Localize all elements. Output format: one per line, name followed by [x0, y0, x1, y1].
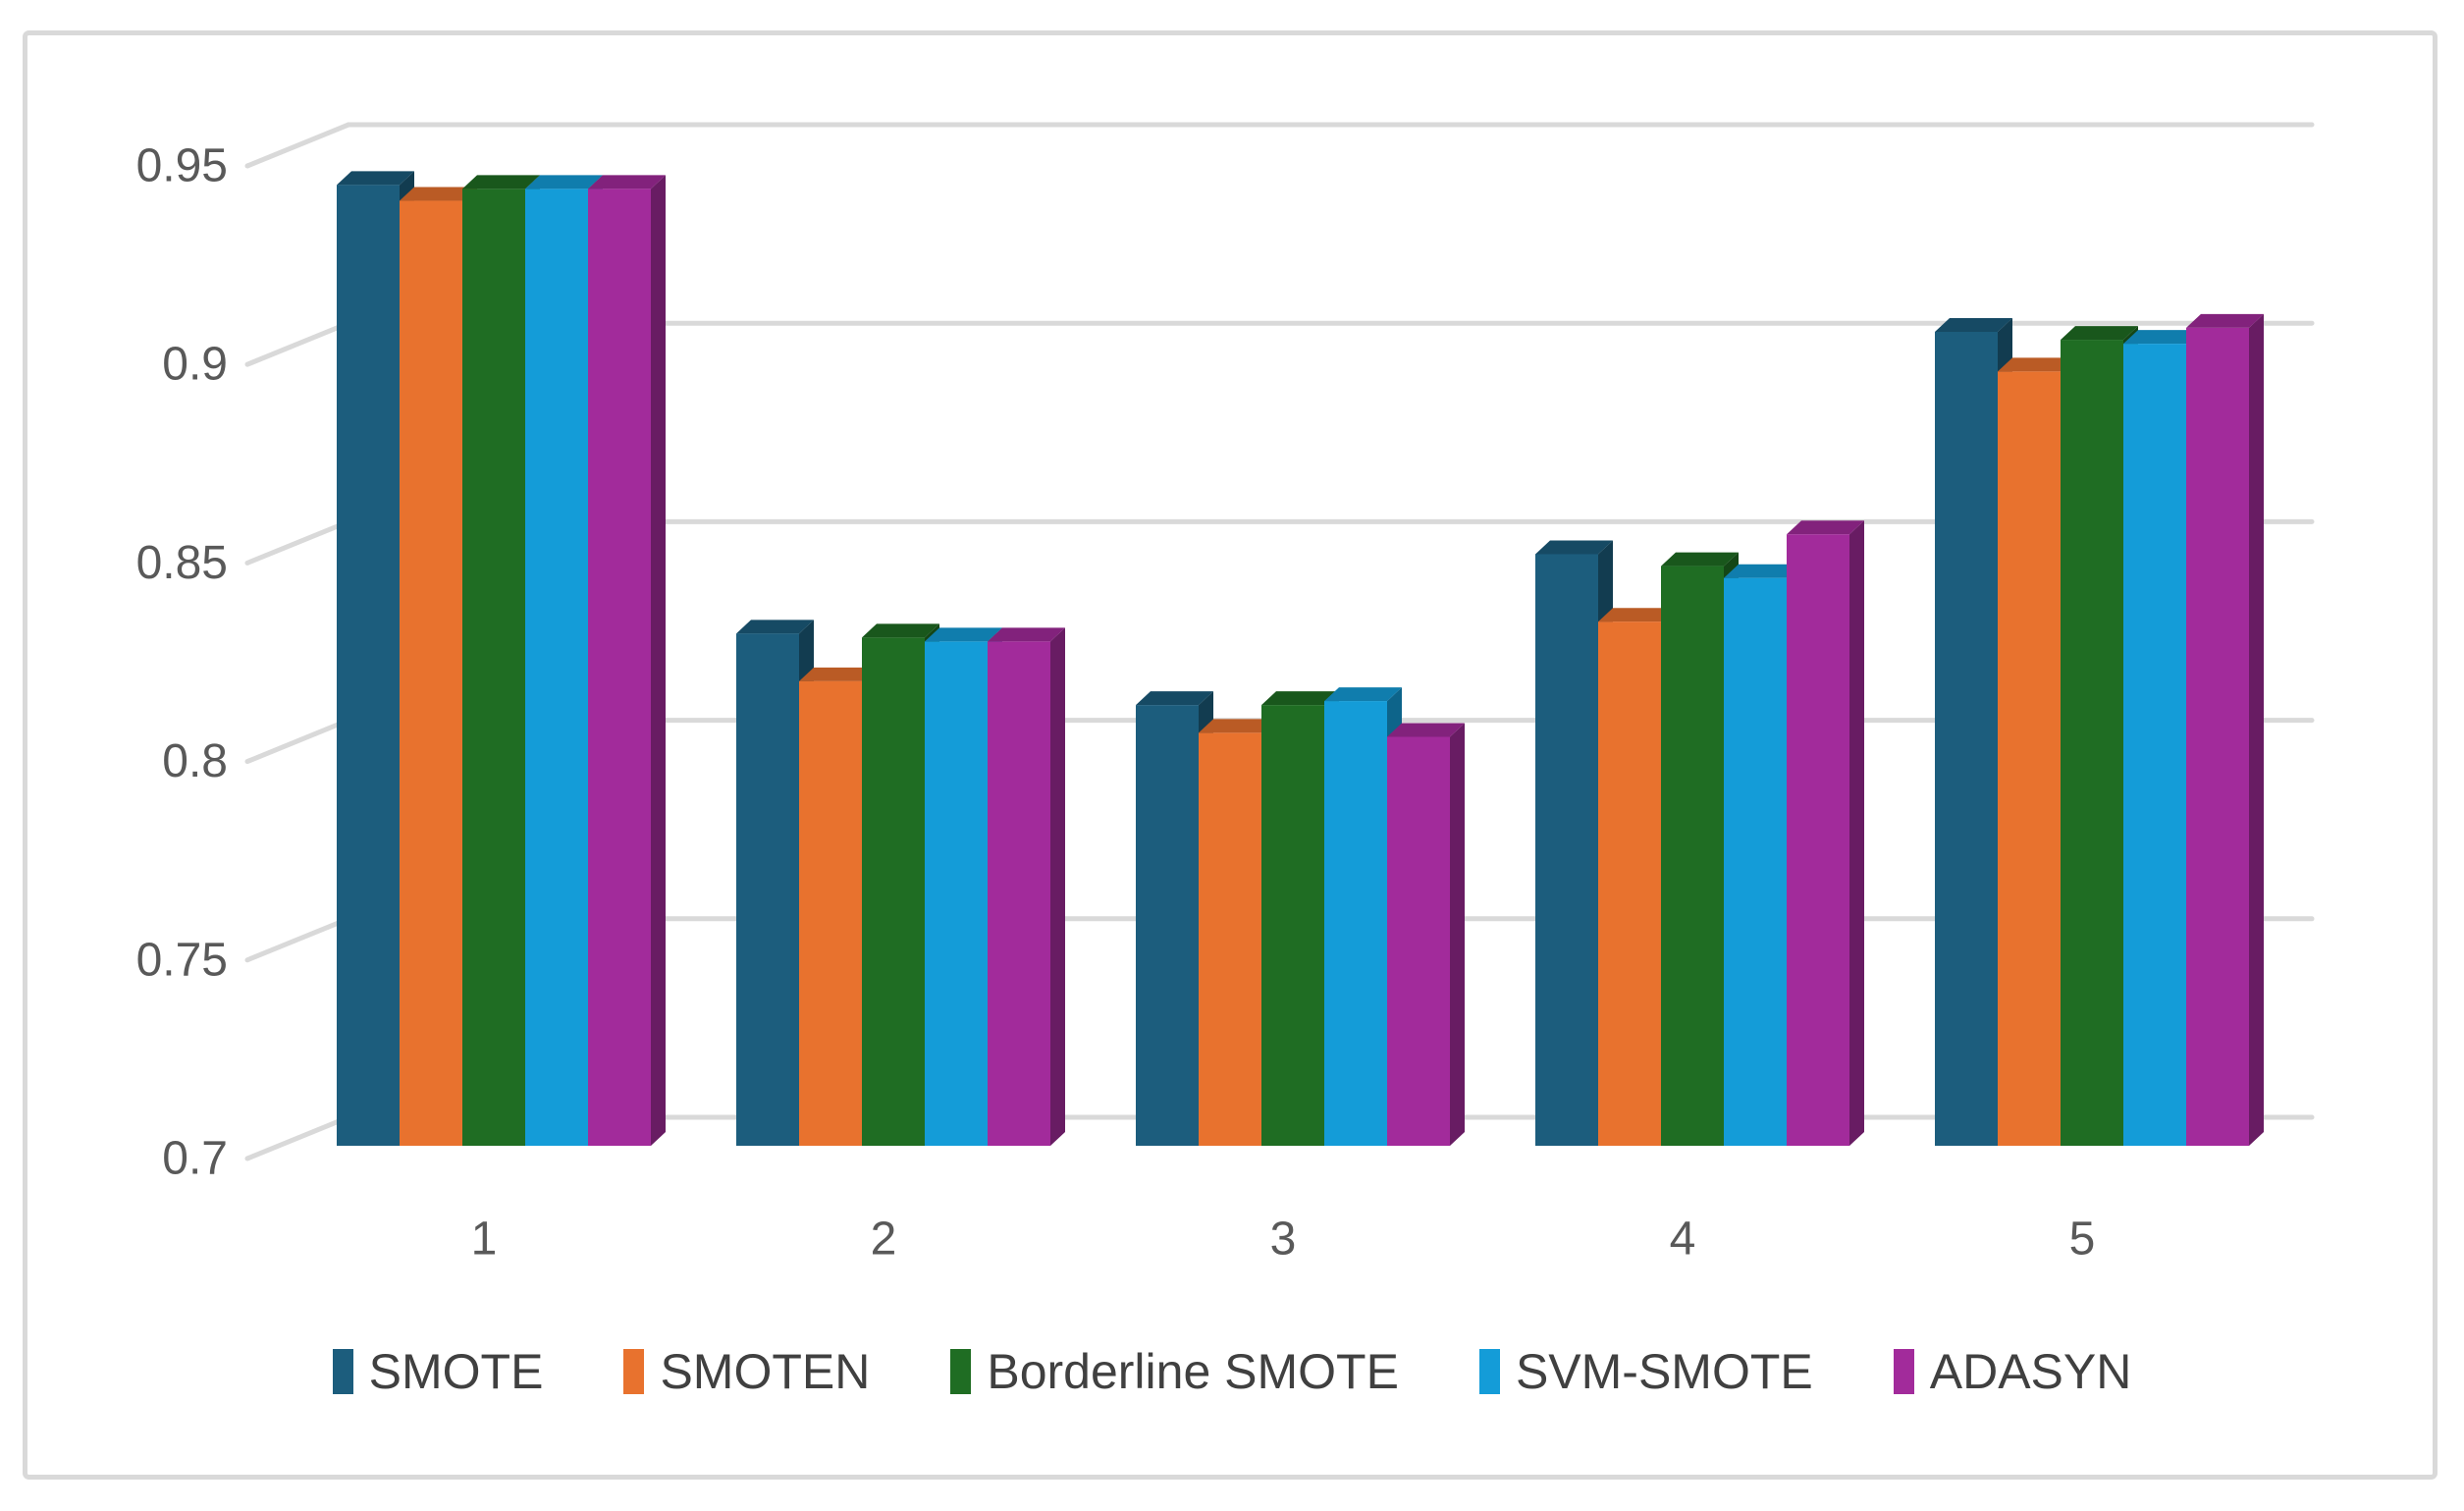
bar-adasyn-cat5 [2186, 327, 2249, 1146]
bar-adasyn-cat1-side [651, 175, 666, 1146]
bar-smote-cat5 [1935, 331, 1998, 1147]
bar-svm-smote-cat1 [525, 189, 588, 1146]
bar-adasyn-cat3-side [1450, 723, 1465, 1146]
legend-label-adasyn: ADASYN [1929, 1344, 2132, 1399]
bar-smoten-cat4 [1598, 621, 1661, 1146]
legend-marker-svm-smote [1478, 1349, 1500, 1394]
bar-borderline-smote-cat3 [1261, 705, 1324, 1146]
bar-smoten-cat1-top [400, 187, 477, 201]
bar-borderline-smote-cat3-top [1261, 691, 1339, 706]
chart-border [23, 30, 2437, 1480]
bar-smoten-cat5 [1998, 371, 2061, 1146]
x-axis-category-label: 3 [1270, 1214, 1297, 1266]
legend-marker-smoten [623, 1349, 645, 1394]
bar-adasyn-cat4-side [1849, 520, 1864, 1146]
bar-smote-cat3-top [1136, 691, 1213, 706]
bar-adasyn-cat4-top [1787, 520, 1864, 535]
bar-borderline-smote-cat1 [462, 189, 525, 1146]
legend-label-borderline-smote: Borderline SMOTE [987, 1344, 1399, 1399]
bar-adasyn-cat1-top [588, 175, 666, 189]
bar-svm-smote-cat4-top [1724, 564, 1801, 578]
y-axis-tick-label: 0.8 [162, 735, 228, 787]
bar-svm-smote-cat5 [2123, 344, 2186, 1146]
bar-adasyn-cat3 [1387, 736, 1450, 1146]
x-axis-category-label: 1 [471, 1214, 498, 1266]
bar-smote-cat5-top [1935, 317, 2012, 332]
legend-marker-borderline-smote [950, 1349, 972, 1394]
bar-smoten-cat5-top [1998, 357, 2075, 372]
gridline-leader [244, 718, 351, 765]
bar-svm-smote-cat3 [1324, 701, 1387, 1146]
bar-svm-smote-cat3-top [1324, 687, 1402, 702]
legend-item-borderline-smote: Borderline SMOTE [950, 1347, 1399, 1396]
bar-borderline-smote-cat2 [862, 637, 925, 1146]
bar-borderline-smote-cat1-top [462, 175, 540, 189]
legend-label-smote: SMOTE [368, 1344, 544, 1399]
bar-smote-cat2 [736, 633, 799, 1146]
legend-marker-smote [332, 1349, 353, 1394]
bar-smoten-cat2-top [799, 667, 877, 681]
bar-svm-smote-cat2-top [925, 627, 1002, 642]
bar-borderline-smote-cat2-top [862, 623, 939, 638]
bar-adasyn-cat2-side [1050, 627, 1065, 1146]
bar-adasyn-cat3-top [1387, 723, 1465, 737]
bar-smoten-cat4-top [1598, 608, 1676, 622]
legend-label-smoten: SMOTEN [660, 1344, 871, 1399]
legend-item-adasyn: ADASYN [1893, 1344, 2132, 1399]
legend-item-smote: SMOTE [332, 1344, 544, 1399]
chart-legend: SMOTE SMOTEN Borderline SMOTE SVM-SMOTE … [0, 1347, 2464, 1396]
y-axis-tick-label: 0.75 [136, 934, 228, 986]
bar-svm-smote-cat4 [1724, 577, 1787, 1146]
bar-smote-cat1 [337, 185, 400, 1147]
bar-adasyn-cat2-top [988, 627, 1065, 642]
bar-smoten-cat2 [799, 680, 862, 1146]
bar-adasyn-cat4 [1787, 534, 1849, 1146]
bar-adasyn-cat1 [588, 189, 651, 1146]
y-axis-tick-label: 0.85 [136, 537, 228, 589]
bar-adasyn-cat2 [988, 641, 1050, 1146]
bar-smote-cat2-top [736, 620, 814, 634]
bar-svm-smote-cat5-top [2123, 330, 2201, 345]
x-axis-category-label: 5 [2069, 1214, 2096, 1266]
bar-borderline-smote-cat4-top [1661, 552, 1739, 567]
legend-marker-adasyn [1893, 1349, 1914, 1394]
legend-item-svm-smote: SVM-SMOTE [1478, 1344, 1813, 1399]
bar-smote-cat1-top [337, 171, 414, 186]
bar-smote-cat4-top [1535, 540, 1613, 555]
bar-adasyn-cat5-side [2249, 313, 2264, 1146]
bar-borderline-smote-cat5 [2061, 340, 2123, 1146]
bar-svm-smote-cat1-top [525, 175, 603, 189]
x-axis-category-label: 2 [871, 1214, 897, 1266]
x-axis-category-label: 4 [1670, 1214, 1696, 1266]
gridline-leader [244, 1114, 351, 1161]
bar-smoten-cat1 [400, 200, 462, 1146]
bar-borderline-smote-cat4 [1661, 566, 1724, 1146]
bar-smoten-cat3-top [1199, 719, 1276, 733]
bar-smote-cat4 [1535, 554, 1598, 1146]
gridline-leader [244, 518, 351, 566]
y-axis-tick-label: 0.95 [136, 140, 228, 192]
legend-item-smoten: SMOTEN [623, 1347, 870, 1396]
bar-borderline-smote-cat5-top [2061, 326, 2138, 341]
bar-svm-smote-cat2 [925, 641, 988, 1146]
legend-label-svm-smote: SVM-SMOTE [1515, 1344, 1813, 1399]
gridline-leader [244, 916, 351, 963]
y-axis-tick-label: 0.9 [162, 339, 228, 391]
bar-smote-cat3 [1136, 705, 1199, 1146]
gridline-leader [244, 320, 351, 367]
y-axis-tick-label: 0.7 [162, 1133, 228, 1185]
bar-adasyn-cat5-top [2186, 313, 2264, 328]
bar-smoten-cat3 [1199, 732, 1261, 1146]
gridline-leader [244, 122, 351, 169]
